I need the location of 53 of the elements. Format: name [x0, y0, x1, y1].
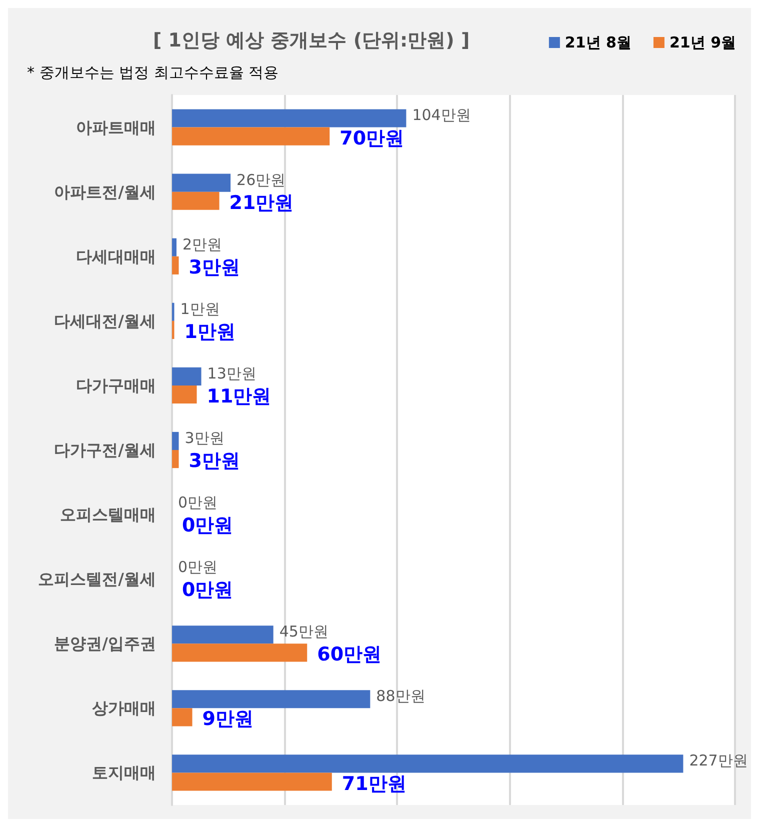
bar: [172, 690, 370, 708]
bar: [172, 626, 274, 644]
bar: [172, 238, 177, 256]
bar: [172, 174, 231, 192]
y-tick-label: 상가매매: [92, 698, 156, 718]
y-tick-label: 아파트전/월세: [54, 182, 156, 202]
data-label: 0만원: [178, 558, 218, 576]
y-tick-label: 아파트매매: [76, 118, 156, 137]
bar: [172, 256, 179, 274]
y-tick-label: 다가구전/월세: [54, 440, 156, 460]
y-tick-label: 다세대매매: [76, 246, 156, 266]
data-label: 26만원: [236, 170, 286, 189]
y-tick-label: 오피스텔매매: [60, 505, 156, 524]
chart-subtitle: * 중개보수는 법정 최고수수료율 적용: [27, 64, 279, 82]
bar: [172, 644, 308, 662]
data-label: 104만원: [412, 106, 471, 124]
data-label: 70만원: [340, 127, 404, 150]
data-label: 88만원: [376, 687, 426, 706]
bar: [172, 772, 332, 791]
data-label: 0만원: [182, 579, 234, 602]
data-label: 3만원: [188, 450, 240, 472]
data-label: 3만원: [184, 428, 224, 447]
data-label: 21만원: [229, 192, 294, 214]
data-label: 13만원: [207, 364, 256, 382]
data-label: 71만원: [342, 772, 406, 795]
bar: [172, 192, 220, 210]
data-label: 0만원: [178, 494, 218, 512]
data-label: 3만원: [188, 256, 240, 278]
bar: [172, 450, 179, 468]
legend-label: 21년 9월: [669, 34, 736, 52]
bar: [172, 754, 684, 773]
data-label: 45만원: [279, 622, 328, 641]
bar: [172, 109, 406, 128]
data-label: 1만원: [184, 320, 236, 343]
bar: [172, 432, 179, 450]
bar: [172, 708, 192, 726]
y-tick-label: 다가구매매: [76, 376, 156, 395]
bar: [172, 385, 197, 404]
bar: [172, 127, 330, 146]
y-tick-label: 토지매매: [92, 763, 156, 782]
data-label: 11만원: [206, 385, 272, 408]
chart-title: [ 1인당 예상 중개보수 (단위:만원) ]: [153, 30, 470, 52]
data-label: 60만원: [317, 644, 382, 666]
data-label: 2만원: [182, 235, 222, 254]
data-label: 9만원: [202, 708, 254, 730]
data-label: 0만원: [182, 514, 234, 537]
y-tick-label: 다세대전/월세: [54, 311, 156, 330]
bar: [172, 367, 202, 386]
y-tick-label: 분양권/입주권: [54, 634, 156, 654]
data-label: 1만원: [180, 300, 220, 318]
legend-label: 21년 8월: [564, 34, 632, 52]
data-label: 227만원: [689, 752, 748, 770]
y-tick-label: 오피스텔전/월세: [38, 570, 156, 589]
